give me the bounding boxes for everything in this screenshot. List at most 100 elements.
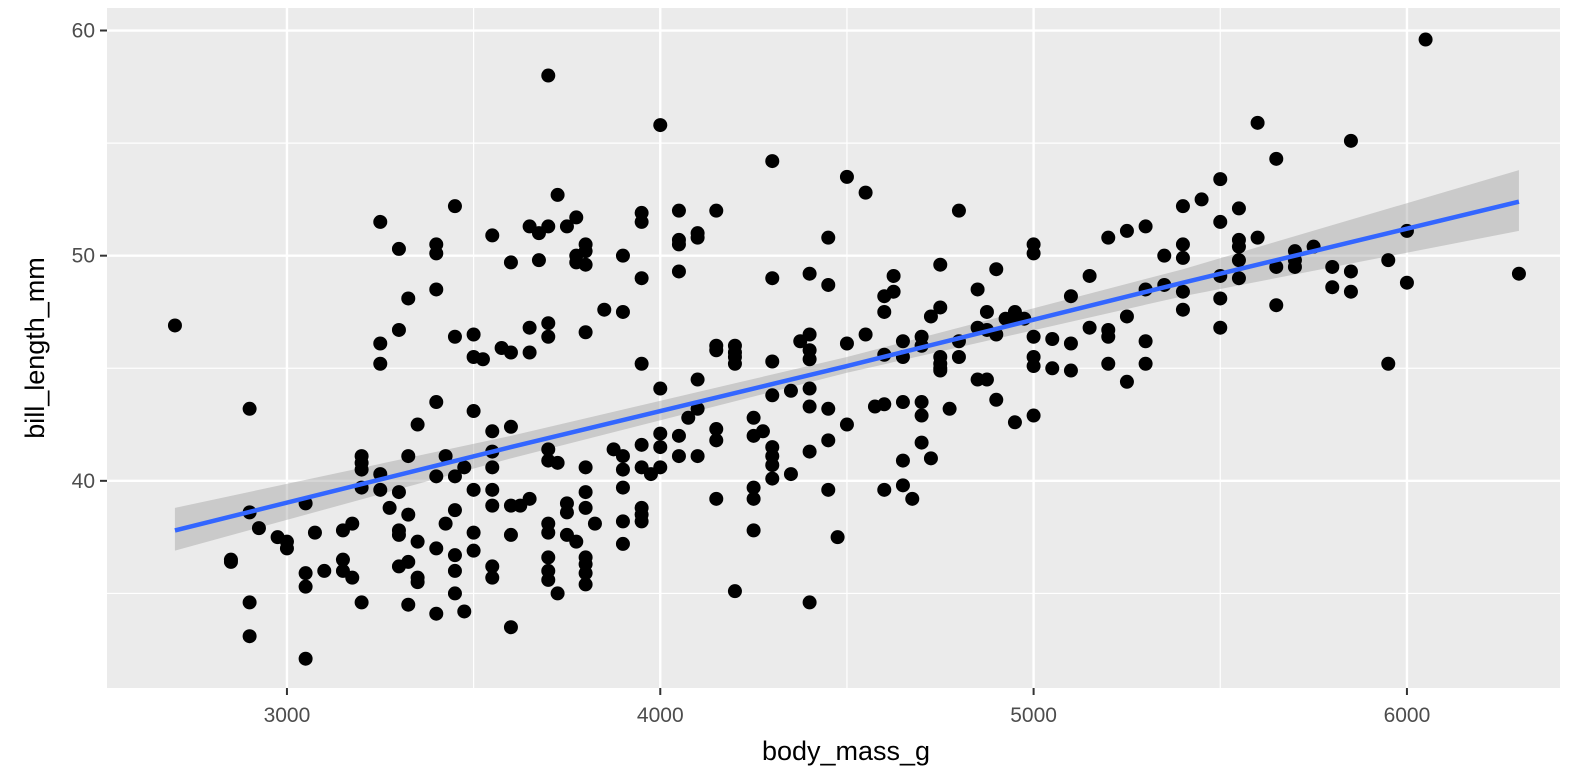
data-point	[727, 356, 742, 371]
data-point	[503, 620, 518, 635]
data-point	[802, 352, 817, 367]
data-point	[401, 554, 416, 569]
x-tick-label: 5000	[1010, 704, 1057, 727]
data-point	[821, 482, 836, 497]
data-point	[933, 257, 948, 272]
data-point	[783, 383, 798, 398]
data-point	[765, 471, 780, 486]
data-point	[709, 433, 724, 448]
data-point	[653, 118, 668, 133]
data-point	[298, 566, 313, 581]
data-point	[895, 334, 910, 349]
data-point	[485, 570, 500, 585]
axes: 3000 4000 5000 6000 40 50 60	[72, 20, 1431, 727]
data-point	[802, 327, 817, 342]
data-point	[1381, 356, 1396, 371]
data-point	[634, 271, 649, 286]
data-point	[242, 595, 257, 610]
data-point	[1119, 374, 1134, 389]
data-point	[447, 503, 462, 518]
data-point	[335, 552, 350, 567]
data-point	[1381, 253, 1396, 268]
data-point	[1213, 172, 1228, 187]
data-point	[877, 397, 892, 412]
data-point	[1026, 408, 1041, 423]
data-point	[578, 485, 593, 500]
data-point	[821, 401, 836, 416]
data-point	[1269, 298, 1284, 313]
data-point	[391, 527, 406, 542]
data-point	[914, 395, 929, 410]
data-point	[391, 322, 406, 337]
y-tick-label: 50	[72, 245, 95, 268]
data-point	[802, 399, 817, 414]
data-point	[1343, 133, 1358, 148]
data-point	[391, 485, 406, 500]
data-point	[1213, 291, 1228, 306]
data-point	[615, 449, 630, 464]
data-point	[447, 563, 462, 578]
data-point	[615, 514, 630, 529]
data-point	[830, 530, 845, 545]
data-point	[709, 491, 724, 506]
data-point	[765, 458, 780, 473]
data-point	[923, 309, 938, 324]
data-point	[410, 575, 425, 590]
data-point	[1082, 320, 1097, 335]
data-point	[1399, 275, 1414, 290]
data-point	[709, 343, 724, 358]
data-point	[933, 300, 948, 315]
data-point	[401, 597, 416, 612]
data-point	[307, 525, 322, 540]
data-point	[1175, 284, 1190, 299]
data-point	[1101, 230, 1116, 245]
data-point	[709, 422, 724, 437]
data-point	[382, 500, 397, 515]
data-point	[541, 525, 556, 540]
data-point	[541, 219, 556, 234]
y-tick-label: 60	[72, 20, 95, 43]
data-point	[541, 572, 556, 587]
data-point	[634, 356, 649, 371]
data-point	[802, 266, 817, 281]
data-point	[429, 541, 444, 556]
data-point	[578, 577, 593, 592]
data-point	[1231, 253, 1246, 268]
data-point	[466, 525, 481, 540]
data-point	[914, 435, 929, 450]
data-point	[615, 480, 630, 495]
data-point	[578, 566, 593, 581]
data-point	[709, 203, 724, 218]
data-point	[755, 424, 770, 439]
data-point	[671, 237, 686, 252]
data-point	[1213, 214, 1228, 229]
x-tick-label: 4000	[637, 704, 684, 727]
data-point	[597, 302, 612, 317]
band-layer	[174, 170, 1519, 551]
data-point	[587, 516, 602, 531]
data-point	[1175, 302, 1190, 317]
data-point	[765, 154, 780, 169]
data-point	[550, 586, 565, 601]
data-point	[410, 534, 425, 549]
data-point	[1231, 201, 1246, 216]
data-point	[1157, 248, 1172, 263]
data-point	[466, 482, 481, 497]
data-point	[821, 277, 836, 292]
data-point	[858, 185, 873, 200]
data-point	[802, 595, 817, 610]
data-point	[559, 505, 574, 520]
data-point	[905, 491, 920, 506]
data-point	[1213, 320, 1228, 335]
y-tick-label: 40	[72, 470, 95, 493]
data-point	[821, 230, 836, 245]
data-point	[615, 304, 630, 319]
data-point	[466, 543, 481, 558]
data-point	[1082, 268, 1097, 283]
data-point	[802, 444, 817, 459]
data-point	[1026, 246, 1041, 261]
data-point	[802, 381, 817, 396]
data-point	[522, 320, 537, 335]
data-point	[746, 523, 761, 538]
